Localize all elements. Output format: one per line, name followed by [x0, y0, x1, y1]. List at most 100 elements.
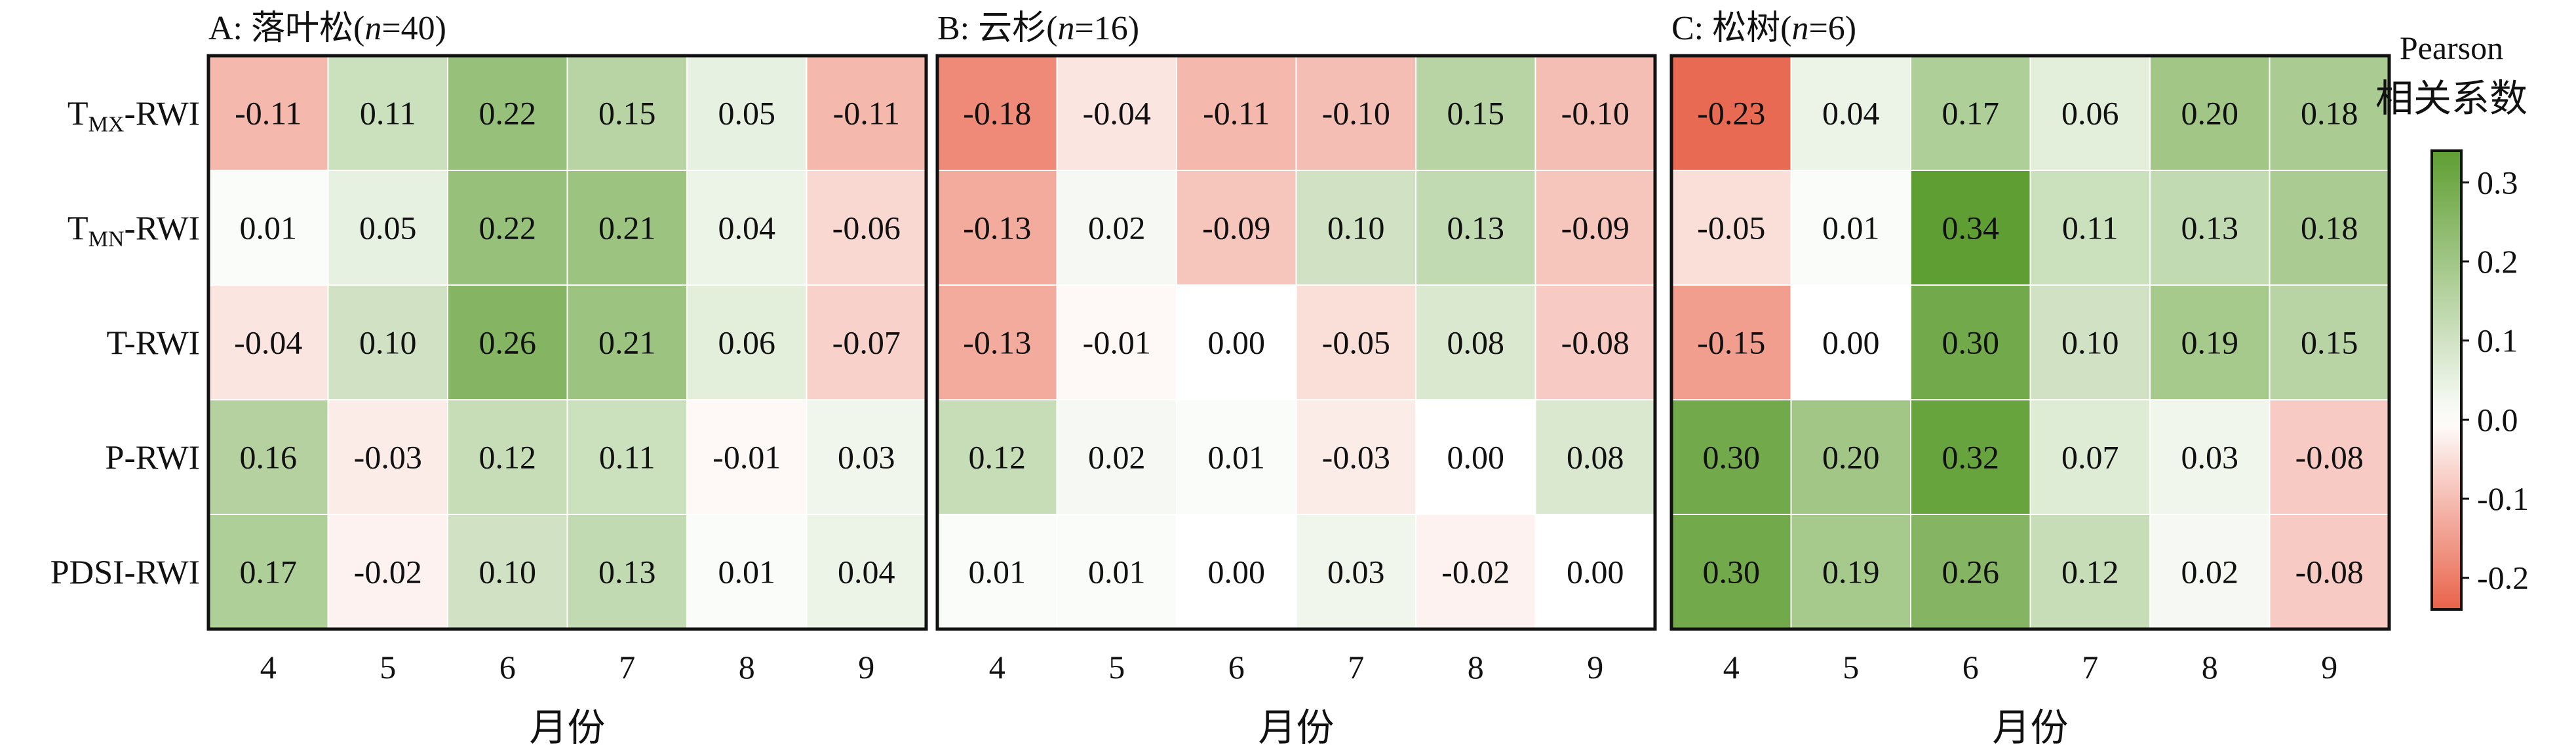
cell-value-label: -0.01: [712, 439, 781, 476]
cell-value-label: -0.18: [963, 95, 1031, 132]
heatmap-cell: [1910, 55, 2031, 171]
cell-value-label: 0.07: [2061, 439, 2119, 476]
heatmap-cell: [686, 55, 808, 171]
colorbar-tick-label: -0.2: [2477, 560, 2529, 596]
x-axis-title: 月份: [529, 706, 605, 748]
cell-value-label: 0.34: [1942, 210, 2000, 246]
heatmap-cell: [327, 170, 448, 286]
cell-value-label: -0.23: [1697, 95, 1765, 132]
cell-value-label: 0.01: [718, 554, 776, 590]
cell-value-label: 0.21: [598, 210, 656, 246]
cell-value-label: 0.11: [360, 95, 416, 132]
cell-value-label: -0.08: [2295, 554, 2364, 590]
heatmap-cell: [1056, 170, 1177, 286]
cell-value-label: 0.18: [2301, 95, 2358, 132]
colorbar-tick-label: 0.3: [2477, 164, 2518, 201]
heatmap-cell: [208, 399, 329, 515]
cell-value-label: 0.13: [2181, 210, 2239, 246]
cell-value-label: -0.03: [1322, 439, 1390, 476]
heatmap-cell: [1671, 399, 1792, 515]
cell-value-label: 0.03: [2181, 439, 2239, 476]
heatmap-cell: [1790, 399, 1911, 515]
cell-value-label: 0.17: [240, 554, 298, 590]
cell-value-label: 0.11: [599, 439, 655, 476]
x-tick-label: 9: [1587, 649, 1603, 685]
cell-value-label: -0.11: [833, 95, 900, 132]
x-tick-label: 8: [1468, 649, 1484, 685]
cell-value-label: -0.02: [354, 554, 422, 590]
heatmap-cell: [1415, 399, 1536, 515]
cell-value-label: 0.15: [1447, 95, 1505, 132]
heatmap-cell: [1295, 284, 1416, 400]
cell-value-label: 0.21: [598, 324, 656, 361]
heatmap-cell: [1176, 399, 1297, 515]
cell-value-label: 0.30: [1703, 554, 1761, 590]
cell-value-label: 0.00: [1208, 554, 1266, 590]
heatmap-cell: [1056, 399, 1177, 515]
cell-value-label: 0.00: [1447, 439, 1505, 476]
cell-value-label: 0.00: [1822, 324, 1880, 361]
heatmap-cell: [327, 284, 448, 400]
colorbar-tick-label: 0.0: [2477, 401, 2518, 438]
cell-value-label: 0.01: [1208, 439, 1266, 476]
heatmap-cell: [1534, 514, 1656, 630]
heatmap-cell: [2149, 55, 2271, 171]
cell-value-label: 0.10: [359, 324, 417, 361]
heatmap-cell: [1534, 399, 1656, 515]
cell-value-label: -0.08: [2295, 439, 2364, 476]
heatmap-cell: [1671, 170, 1792, 286]
heatmap-panel: C: 松树(n=6) -0.23 0.04 0.17 0.06 0.20 0.18 -0.05…: [1669, 10, 2391, 749]
x-axis-title: 月份: [1992, 706, 2068, 748]
cell-value-label: 0.03: [1327, 554, 1385, 590]
heatmap-cell: [2269, 170, 2390, 286]
cell-value-label: 0.22: [479, 210, 537, 246]
cell-value-label: 0.26: [1942, 554, 2000, 590]
cell-value-label: 0.30: [1703, 439, 1761, 476]
heatmap-cell: [566, 399, 688, 515]
heatmap-cell: [937, 514, 1058, 630]
x-tick-label: 6: [1962, 649, 1979, 685]
x-tick-label: 5: [1108, 649, 1125, 685]
cell-value-label: 0.04: [1822, 95, 1880, 132]
cell-value-label: -0.01: [1083, 324, 1151, 361]
cell-value-label: 0.04: [718, 210, 776, 246]
x-axis-title: 月份: [1258, 706, 1334, 748]
x-tick-label: 4: [989, 649, 1005, 685]
heatmap-cell: [1415, 55, 1536, 171]
heatmap-cell: [1415, 170, 1536, 286]
cell-value-label: 0.05: [718, 95, 776, 132]
x-tick-label: 6: [1228, 649, 1245, 685]
panel-frame: [1669, 54, 2391, 631]
heatmap-cell: [2029, 399, 2151, 515]
row-label: T-RWI: [106, 325, 200, 362]
heatmap-cell: [1056, 55, 1177, 171]
cell-value-label: 0.01: [1822, 210, 1880, 246]
cell-value-label: -0.03: [354, 439, 422, 476]
cell-value-label: 0.30: [1942, 324, 2000, 361]
heatmap-cell: [566, 55, 688, 171]
colorbar-tick-label: 0.1: [2477, 322, 2518, 359]
colorbar-tick-label: 0.2: [2477, 243, 2518, 280]
heatmap-cell: [1790, 55, 1911, 171]
heatmap-cell: [2029, 170, 2151, 286]
cell-value-label: -0.10: [1322, 95, 1390, 132]
heatmap-cell: [2149, 399, 2271, 515]
cell-value-label: 0.10: [479, 554, 537, 590]
heatmap-cell: [447, 284, 568, 400]
cell-value-label: 0.00: [1567, 554, 1624, 590]
cell-value-label: 0.02: [1088, 210, 1146, 246]
cell-value-label: 0.13: [598, 554, 656, 590]
heatmap-cell: [327, 55, 448, 171]
cell-value-label: 0.20: [1822, 439, 1880, 476]
heatmap-cell: [208, 55, 329, 171]
row-label: TMN-RWI: [68, 210, 200, 252]
heatmap-cell: [566, 514, 688, 630]
cell-value-label: -0.07: [832, 324, 901, 361]
heatmap-cell: [447, 399, 568, 515]
cell-value-label: -0.05: [1322, 324, 1390, 361]
heatmap-cell: [566, 284, 688, 400]
cell-value-label: 0.10: [2061, 324, 2119, 361]
x-tick-label: 5: [1843, 649, 1859, 685]
cell-value-label: 0.22: [479, 95, 537, 132]
